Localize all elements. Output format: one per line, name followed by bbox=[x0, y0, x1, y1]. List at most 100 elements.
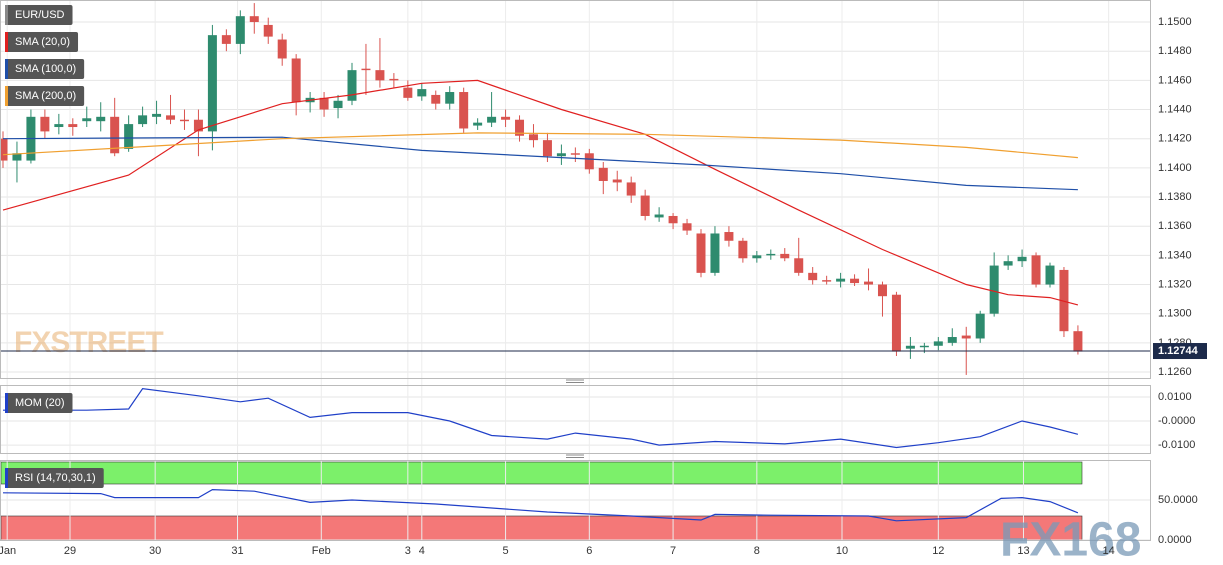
candle-body bbox=[682, 223, 692, 231]
candle-body bbox=[542, 140, 552, 157]
y-tick-label: 1.1380 bbox=[1158, 191, 1192, 203]
candle-body bbox=[0, 138, 8, 161]
y-tick-label: 0.0100 bbox=[1158, 391, 1192, 403]
legend-label: SMA (100,0) bbox=[15, 63, 76, 75]
grid bbox=[0, 1, 1150, 541]
candle-body bbox=[961, 335, 971, 339]
candle-body bbox=[1017, 256, 1027, 262]
candle-body bbox=[989, 265, 999, 314]
candle-body bbox=[40, 116, 50, 132]
x-tick-label: Jan bbox=[0, 545, 16, 557]
candle-body bbox=[235, 16, 245, 44]
x-tick-label: 13 bbox=[1017, 545, 1029, 557]
candle-body bbox=[780, 253, 790, 259]
candle-body bbox=[263, 24, 273, 37]
x-tick-label: 29 bbox=[64, 545, 76, 557]
candle-body bbox=[82, 118, 92, 122]
legend-item: SMA (200,0) bbox=[5, 86, 85, 106]
y-tick-label: 0.0000 bbox=[1158, 534, 1192, 546]
candle-body bbox=[333, 100, 343, 109]
y-tick-label: -0.0100 bbox=[1158, 439, 1195, 451]
watermark: FX168 bbox=[1000, 514, 1141, 565]
x-tick-label: 10 bbox=[836, 545, 848, 557]
legend-swatch bbox=[5, 32, 8, 52]
candle-body bbox=[696, 233, 706, 273]
candle-body bbox=[654, 214, 664, 218]
candle-body bbox=[124, 124, 134, 149]
candle-body bbox=[584, 153, 594, 170]
x-tick-label: 7 bbox=[670, 545, 676, 557]
candle-body bbox=[626, 182, 636, 196]
candle-body bbox=[277, 39, 287, 59]
candle-body bbox=[836, 278, 846, 282]
candle-body bbox=[808, 272, 818, 281]
y-tick-label: 1.1340 bbox=[1158, 249, 1192, 261]
candle-body bbox=[1073, 331, 1083, 352]
legend-box bbox=[5, 59, 85, 79]
candle-body bbox=[1045, 265, 1055, 285]
candle-body bbox=[975, 313, 985, 339]
candle-body bbox=[822, 280, 832, 282]
candle-body bbox=[347, 70, 357, 101]
candle-body bbox=[54, 124, 64, 128]
x-tick-label: 4 bbox=[419, 545, 425, 557]
candle-body bbox=[528, 134, 538, 141]
y-tick-label: 1.1260 bbox=[1158, 366, 1192, 378]
candle-body bbox=[570, 153, 580, 155]
legend-swatch bbox=[5, 5, 8, 25]
candle-body bbox=[947, 337, 957, 343]
candle-body bbox=[710, 233, 720, 273]
legend-box bbox=[5, 32, 79, 52]
candle-body bbox=[431, 94, 441, 104]
candle-body bbox=[794, 258, 804, 273]
plots bbox=[0, 3, 1083, 522]
candle-body bbox=[905, 345, 915, 349]
watermark: FXSTREET bbox=[14, 326, 163, 359]
candle-body bbox=[403, 87, 413, 98]
candle-body bbox=[891, 294, 901, 352]
candle-body bbox=[445, 92, 455, 104]
mom-panel-border bbox=[0, 385, 1151, 454]
last-price-box bbox=[1153, 343, 1207, 360]
zone-band bbox=[0, 461, 1083, 485]
y-tick-label: 1.1480 bbox=[1158, 45, 1192, 57]
candle-body bbox=[166, 115, 176, 120]
candle-body bbox=[179, 119, 189, 122]
candle-body bbox=[501, 116, 511, 120]
y-tick-label: 1.1400 bbox=[1158, 162, 1192, 174]
candle-body bbox=[640, 195, 650, 216]
series-line bbox=[3, 387, 1079, 449]
legend-item: SMA (20,0) bbox=[5, 32, 79, 52]
y-tick-label: 1.1440 bbox=[1158, 103, 1192, 115]
candle-body bbox=[919, 345, 929, 348]
candle-body bbox=[598, 167, 608, 181]
x-tick-label: 31 bbox=[231, 545, 243, 557]
legend-swatch bbox=[5, 468, 8, 488]
x-tick-label: 3 bbox=[405, 545, 411, 557]
candle-body bbox=[417, 89, 427, 97]
candle-body bbox=[291, 58, 301, 103]
candle-body bbox=[515, 119, 525, 136]
legend-label: SMA (200,0) bbox=[15, 90, 76, 102]
x-tick-label: 5 bbox=[502, 545, 508, 557]
x-tick-label: 12 bbox=[932, 545, 944, 557]
legend-swatch bbox=[5, 393, 8, 413]
candle-body bbox=[249, 16, 259, 23]
candle-body bbox=[1031, 255, 1041, 285]
candle-body bbox=[864, 281, 874, 285]
candle-body bbox=[487, 116, 497, 123]
legend-label: EUR/USD bbox=[15, 9, 65, 21]
panel-handle bbox=[566, 379, 584, 458]
candle-body bbox=[850, 278, 860, 284]
series-line bbox=[2, 488, 1079, 522]
candle-body bbox=[375, 70, 385, 81]
candle-body bbox=[612, 179, 622, 183]
legend-item: EUR/USD bbox=[5, 5, 73, 25]
candle-body bbox=[152, 113, 162, 117]
series-line bbox=[2, 79, 1079, 306]
legend-item: SMA (100,0) bbox=[5, 59, 85, 79]
legend-swatch bbox=[5, 86, 8, 106]
y-tick-label: -0.0000 bbox=[1158, 415, 1195, 427]
candle-body bbox=[752, 255, 762, 259]
